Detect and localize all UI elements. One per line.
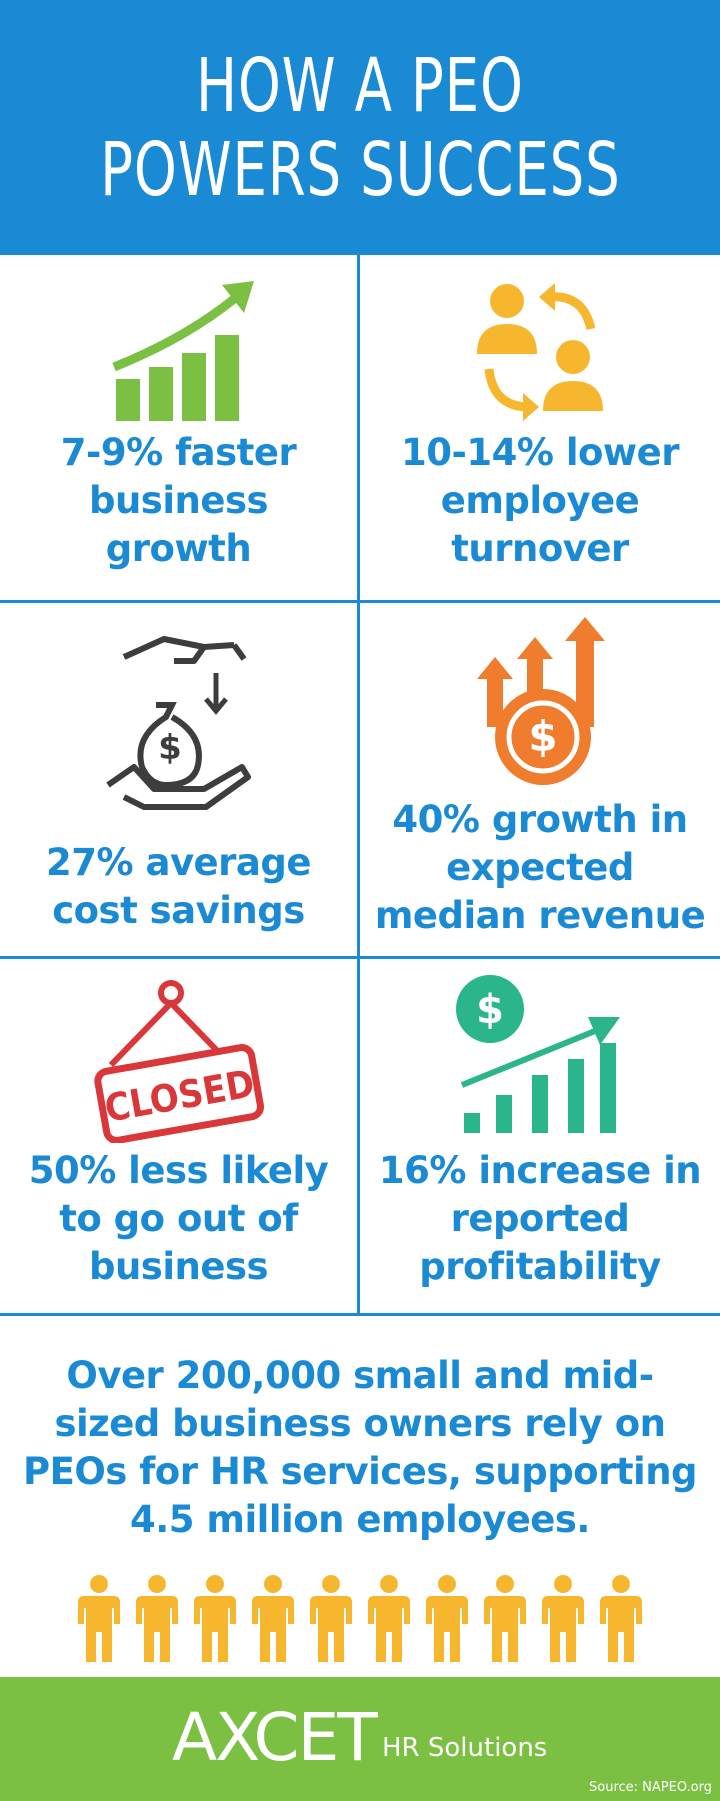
stat-text: 27% average cost savings — [46, 839, 311, 935]
stat-line: business — [88, 479, 269, 522]
stat-cell: $ 40% growth in expected median revenue — [360, 603, 720, 959]
person-icon — [426, 1575, 468, 1662]
stat-line: 10-14% lower — [401, 431, 679, 474]
stat-cell: $ 16% increase in reported profitability — [360, 959, 720, 1315]
stat-cell: CLOSED 50% less likely to go out of busine… — [0, 959, 360, 1315]
title-line: POWERS SUCCESS — [99, 126, 621, 213]
turnover-icon — [477, 283, 603, 421]
title-line: HOW A PEO — [196, 42, 524, 129]
stat-text: 50% less likely to go out of business — [29, 1147, 329, 1291]
summary: Over 200,000 small and mid-sized busines… — [0, 1316, 720, 1677]
stat-line: to go out of — [59, 1197, 298, 1240]
person-icon — [600, 1575, 642, 1662]
stat-line: employee — [440, 479, 640, 522]
stat-text: 40% growth in expected median revenue — [374, 796, 706, 940]
person-icon — [194, 1575, 236, 1662]
savings-icon: $ — [105, 636, 251, 810]
summary-line: Over 200,000 small and mid- — [66, 1354, 654, 1397]
summary-line: 4.5 million employees. — [130, 1498, 590, 1541]
person-icon — [252, 1575, 294, 1662]
icon-text: $ — [158, 728, 182, 768]
stat-line: turnover — [451, 527, 629, 570]
stat-cell: 7-9% faster business growth — [0, 255, 360, 603]
stats-grid: 7-9% faster business growth 10-14% lower em… — [0, 255, 720, 1316]
person-icon — [484, 1575, 526, 1662]
person-icon — [542, 1575, 584, 1662]
stat-line: reported — [450, 1197, 630, 1240]
stat-text: 7-9% faster business growth — [60, 429, 297, 573]
stat-line: median revenue — [374, 894, 706, 937]
icon-text: $ — [476, 987, 504, 1033]
revenue-icon: $ — [477, 617, 605, 785]
header: HOW A PEO POWERS SUCCESS — [0, 0, 720, 255]
person-icon — [136, 1575, 178, 1662]
stat-text: 10-14% lower employee turnover — [401, 429, 679, 573]
stat-text: 16% increase in reported profitability — [378, 1147, 702, 1291]
stat-cell: 10-14% lower employee turnover — [360, 255, 720, 603]
icon-text: $ — [528, 712, 557, 761]
logo: AXCET — [172, 1699, 378, 1776]
source: Source: NAPEO.org — [589, 1780, 712, 1795]
stat-cell: $ 27% average cost savings — [0, 603, 360, 959]
summary-line: PEOs for HR services, supporting — [22, 1450, 698, 1493]
stat-line: expected — [446, 846, 634, 889]
stat-line: profitability — [419, 1245, 661, 1288]
stat-line: 27% average — [46, 841, 311, 884]
stat-line: 40% growth in — [392, 798, 688, 841]
tagline: HR Solutions — [382, 1733, 548, 1763]
growth-icon — [111, 281, 254, 421]
footer: AXCET HR Solutions Source: NAPEO.org — [0, 1677, 720, 1801]
summary-text: Over 200,000 small and mid-sized busines… — [22, 1352, 698, 1544]
stat-line: business — [88, 1245, 269, 1288]
stat-line: cost savings — [52, 889, 305, 932]
profit-icon: $ — [456, 975, 620, 1133]
closed-icon: CLOSED — [93, 980, 264, 1143]
stat-line: 16% increase in — [378, 1149, 702, 1192]
summary-line: sized business owners rely on — [54, 1402, 666, 1445]
stat-line: growth — [105, 527, 252, 570]
person-icon — [368, 1575, 410, 1662]
people-row — [78, 1575, 642, 1662]
stat-line: 50% less likely — [28, 1149, 329, 1192]
stat-line: 7-9% faster — [60, 431, 297, 474]
person-icon — [310, 1575, 352, 1662]
person-icon — [78, 1575, 120, 1662]
